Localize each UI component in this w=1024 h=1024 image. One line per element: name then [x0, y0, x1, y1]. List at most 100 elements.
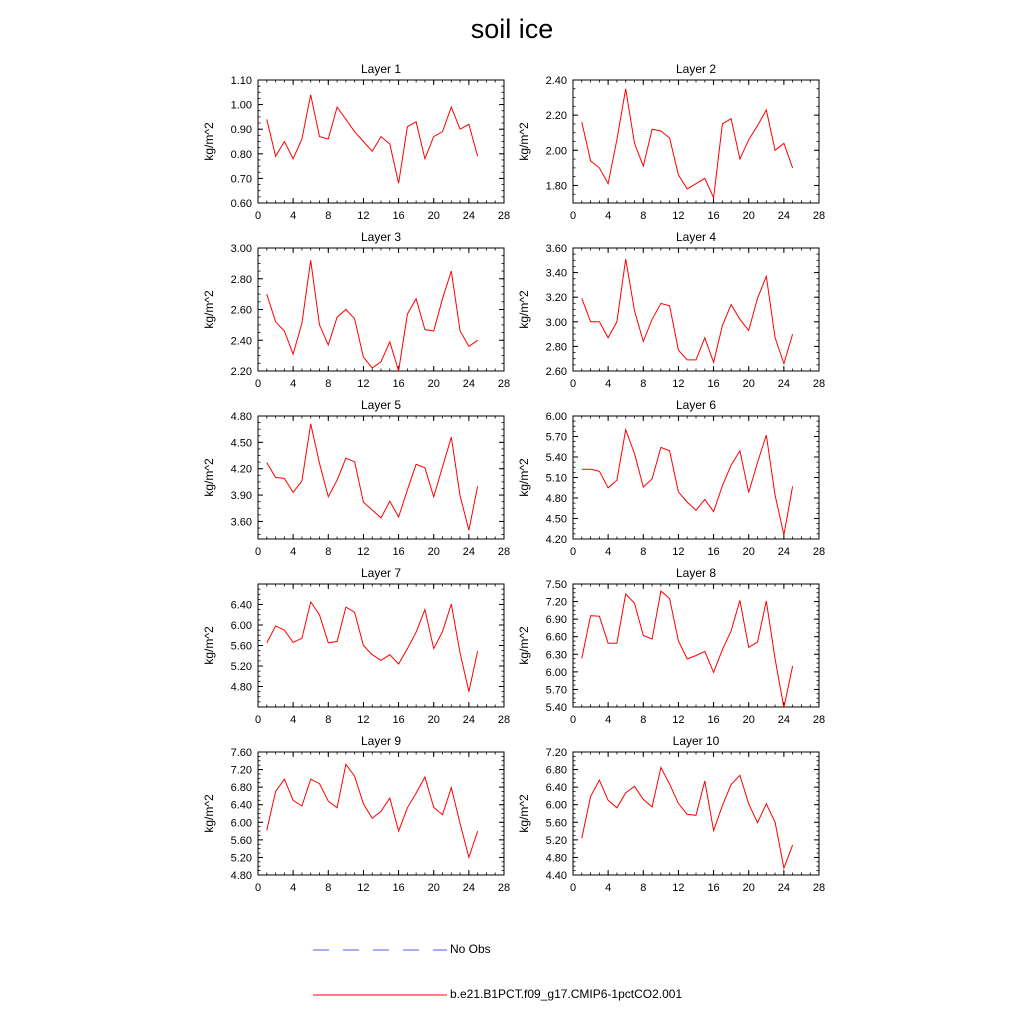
x-tick-label: 20 — [428, 210, 440, 222]
y-tick-label: 0.80 — [231, 149, 252, 161]
series-line — [581, 590, 794, 708]
x-tick-label: 16 — [707, 210, 719, 222]
x-tick-label: 8 — [325, 210, 331, 222]
y-tick-label: 0.60 — [231, 198, 252, 210]
y-tick-label: 0.70 — [231, 173, 252, 185]
series-line — [581, 765, 794, 870]
panel-title: Layer 2 — [676, 62, 716, 76]
y-tick-label: 5.70 — [546, 432, 567, 444]
x-tick-label: 28 — [498, 210, 510, 222]
x-tick-label: 0 — [255, 714, 261, 726]
panel-7: Layer 7 kg/m^2 0 4 8 12 16 20 24 28 4.80 5.20 5.60 6.… — [202, 566, 510, 726]
x-tick-label: 24 — [463, 546, 475, 558]
series-line — [581, 88, 794, 200]
x-tick-label: 0 — [570, 210, 576, 222]
y-axis-label: kg/m^2 — [202, 626, 216, 665]
y-tick-label: 1.10 — [231, 75, 252, 87]
x-tick-label: 4 — [605, 378, 611, 390]
y-tick-label: 4.80 — [546, 852, 567, 864]
y-tick-label: 6.40 — [231, 800, 252, 812]
y-tick-label: 2.20 — [546, 110, 567, 122]
x-tick-label: 12 — [672, 210, 684, 222]
x-tick-label: 16 — [707, 714, 719, 726]
x-tick-label: 20 — [743, 210, 755, 222]
y-tick-label: 3.00 — [546, 317, 567, 329]
x-tick-label: 8 — [640, 882, 646, 894]
x-tick-label: 20 — [428, 378, 440, 390]
x-tick-label: 4 — [605, 210, 611, 222]
y-tick-label: 2.60 — [546, 366, 567, 378]
y-tick-label: 7.20 — [231, 765, 252, 777]
x-tick-label: 8 — [325, 378, 331, 390]
y-tick-label: 7.20 — [546, 597, 567, 609]
y-tick-label: 6.40 — [546, 782, 567, 794]
x-tick-label: 12 — [672, 378, 684, 390]
y-tick-label: 6.40 — [231, 600, 252, 612]
panel-title: Layer 5 — [361, 398, 401, 412]
x-tick-label: 12 — [357, 714, 369, 726]
y-tick-label: 2.00 — [546, 145, 567, 157]
panel-3: Layer 3 kg/m^2 0 4 8 12 16 20 24 28 2.20 2.40 2.60 2.… — [202, 230, 510, 390]
panel-2: Layer 2 kg/m^2 0 4 8 12 16 20 24 28 1.80 2.00 2.20 2.… — [517, 62, 825, 222]
x-tick-label: 0 — [255, 546, 261, 558]
x-tick-label: 28 — [498, 882, 510, 894]
y-tick-label: 2.20 — [231, 366, 252, 378]
x-tick-label: 20 — [743, 546, 755, 558]
x-tick-label: 4 — [290, 546, 296, 558]
x-tick-label: 16 — [392, 714, 404, 726]
series-line — [266, 423, 479, 531]
x-tick-label: 0 — [570, 882, 576, 894]
series-line — [581, 427, 794, 536]
x-tick-label: 20 — [428, 714, 440, 726]
plot-frame — [257, 247, 505, 372]
x-tick-label: 12 — [672, 714, 684, 726]
y-tick-label: 5.60 — [231, 641, 252, 653]
y-tick-label: 2.40 — [546, 75, 567, 87]
legend-model-label: b.e21.B1PCT.f09_g17.CMIP6-1pctCO2.001 — [450, 987, 683, 1001]
chart-main-title: soil ice — [470, 14, 554, 44]
panel-4: Layer 4 kg/m^2 0 4 8 12 16 20 24 28 2.60 2.80 3.00 3.… — [517, 230, 825, 390]
plot-frame — [572, 79, 820, 204]
plot-frame — [572, 247, 820, 372]
y-axis-label: kg/m^2 — [517, 458, 531, 497]
x-tick-label: 16 — [707, 546, 719, 558]
x-tick-label: 24 — [463, 210, 475, 222]
x-tick-label: 0 — [570, 714, 576, 726]
y-axis-label: kg/m^2 — [202, 794, 216, 833]
x-tick-label: 16 — [707, 882, 719, 894]
y-axis-label: kg/m^2 — [517, 794, 531, 833]
y-tick-label: 6.80 — [546, 765, 567, 777]
panel-title: Layer 10 — [673, 734, 720, 748]
y-tick-label: 5.60 — [231, 835, 252, 847]
series-line — [581, 259, 794, 366]
x-tick-label: 0 — [255, 882, 261, 894]
x-tick-label: 20 — [743, 378, 755, 390]
plot-frame — [257, 415, 505, 540]
plot-frame — [572, 583, 820, 708]
x-tick-label: 8 — [325, 546, 331, 558]
y-tick-label: 4.80 — [231, 682, 252, 694]
y-tick-label: 6.00 — [546, 800, 567, 812]
x-tick-label: 4 — [605, 714, 611, 726]
series-line — [266, 763, 479, 860]
y-tick-label: 6.30 — [546, 649, 567, 661]
y-tick-label: 1.00 — [231, 100, 252, 112]
y-axis-label: kg/m^2 — [517, 290, 531, 329]
panel-8: Layer 8 kg/m^2 0 4 8 12 16 20 24 28 5.40 5.70 6.00 6.… — [517, 566, 825, 726]
x-tick-label: 12 — [672, 546, 684, 558]
legend-obs-label: No Obs — [450, 942, 491, 956]
x-tick-label: 4 — [290, 882, 296, 894]
x-tick-label: 0 — [570, 378, 576, 390]
y-tick-label: 4.50 — [546, 514, 567, 526]
y-tick-label: 3.60 — [231, 516, 252, 528]
x-tick-label: 12 — [357, 378, 369, 390]
panel-1: Layer 1 kg/m^2 0 4 8 12 16 20 24 28 0.60 0.70 0.80 0.… — [202, 62, 510, 222]
y-tick-label: 3.60 — [546, 243, 567, 255]
panel-title: Layer 4 — [676, 230, 716, 244]
y-tick-label: 6.80 — [231, 782, 252, 794]
series-line — [266, 600, 479, 692]
y-tick-label: 5.20 — [231, 852, 252, 864]
x-tick-label: 16 — [392, 546, 404, 558]
panel-title: Layer 9 — [361, 734, 401, 748]
y-tick-label: 3.20 — [546, 292, 567, 304]
